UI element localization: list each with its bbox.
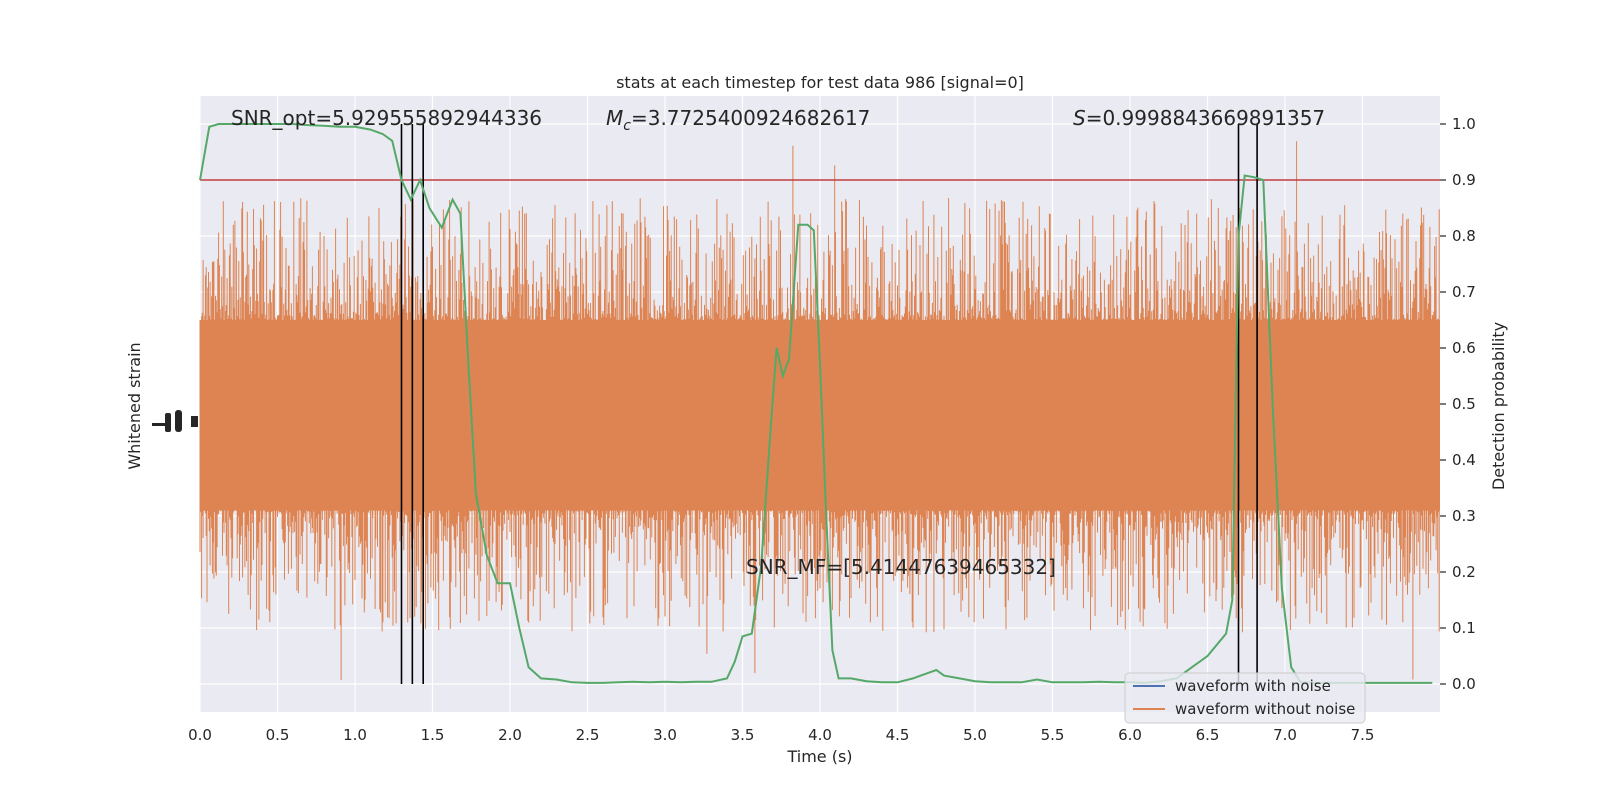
strain-spikes xyxy=(199,141,1440,680)
mc-annotation: Mc=3.7725400924682617 xyxy=(606,106,870,134)
x-tick-label: 0.0 xyxy=(188,726,212,744)
x-tick-label: 7.0 xyxy=(1273,726,1297,744)
y-tick-label: 0.1 xyxy=(1452,619,1476,637)
detection-markers xyxy=(400,124,1258,684)
x-tick-label: 6.0 xyxy=(1118,726,1142,744)
x-tick-label: 3.0 xyxy=(653,726,677,744)
y-tick-label: 0.7 xyxy=(1452,283,1476,301)
mc-symbol: M xyxy=(606,106,623,130)
snr-mf-annotation: SNR_MF=[5.41447639465332] xyxy=(746,555,1056,579)
x-axis-ticks: 0.0 0.5 1.0 1.5 2.0 2.5 3.0 3.5 4.0 4.5 5.0 5.5 6.0 6… xyxy=(188,726,1374,744)
snr-opt-annotation: SNR_opt=5.929555892944336 xyxy=(231,106,542,130)
y-tick-label: 0.2 xyxy=(1452,563,1476,581)
y-tick-label: 0.9 xyxy=(1452,171,1476,189)
y-axis-right-label: Detection probability xyxy=(1489,322,1508,490)
y-tick-label: 0.3 xyxy=(1452,507,1476,525)
y-tick-label: 1.0 xyxy=(1452,115,1476,133)
s-symbol: S xyxy=(1073,106,1086,130)
x-axis-label: Time (s) xyxy=(786,747,852,766)
y-tick-label: 0.4 xyxy=(1452,451,1476,469)
legend-label-with-noise: waveform with noise xyxy=(1175,677,1331,695)
x-tick-label: 0.5 xyxy=(266,726,290,744)
x-tick-label: 5.0 xyxy=(963,726,987,744)
s-annotation: S=0.9998843669891357 xyxy=(1073,106,1325,130)
left-axis-tick-cluster xyxy=(152,410,198,432)
s-value: =0.9998843669891357 xyxy=(1086,106,1325,130)
x-tick-label: 4.0 xyxy=(808,726,832,744)
mc-subscript: c xyxy=(623,118,631,134)
x-tick-label: 2.0 xyxy=(498,726,522,744)
x-tick-label: 4.5 xyxy=(886,726,910,744)
y-axis-right-ticks: 0.0 0.1 0.2 0.3 0.4 0.5 0.6 0.7 0.8 0.9 1.0 xyxy=(1440,115,1476,693)
x-tick-label: 7.5 xyxy=(1351,726,1375,744)
x-tick-label: 1.0 xyxy=(343,726,367,744)
x-tick-label: 1.5 xyxy=(421,726,445,744)
x-tick-label: 5.5 xyxy=(1041,726,1065,744)
x-tick-label: 3.5 xyxy=(731,726,755,744)
y-axis-left-label: Whitened strain xyxy=(125,342,144,469)
y-tick-label: 0.5 xyxy=(1452,395,1476,413)
y-tick-label: 0.8 xyxy=(1452,227,1476,245)
legend: waveform with noise waveform without noi… xyxy=(1124,672,1366,724)
mc-value: =3.7725400924682617 xyxy=(631,106,870,130)
chart-title: stats at each timestep for test data 986… xyxy=(616,73,1024,92)
legend-box xyxy=(1124,672,1366,724)
detection-probability-line xyxy=(199,123,1433,684)
y-tick-label: 0.6 xyxy=(1452,339,1476,357)
x-tick-label: 2.5 xyxy=(576,726,600,744)
x-tick-label: 6.5 xyxy=(1196,726,1220,744)
y-tick-label: 0.0 xyxy=(1452,675,1476,693)
legend-label-without-noise: waveform without noise xyxy=(1175,700,1355,718)
